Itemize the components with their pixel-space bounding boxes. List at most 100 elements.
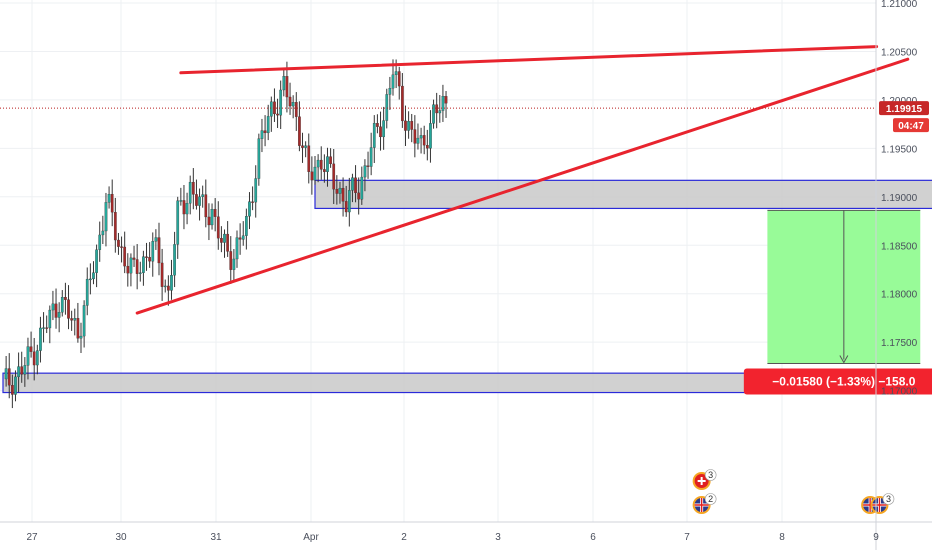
candle-body (23, 365, 27, 375)
candle-body (363, 165, 367, 178)
candle-body (182, 200, 186, 215)
candle-body (157, 237, 161, 264)
x-tick: 30 (115, 532, 127, 543)
candle-body (416, 137, 420, 144)
y-tick: 1.19000 (881, 193, 918, 204)
event-count: 2 (708, 494, 713, 504)
candle-body (360, 176, 364, 200)
measure-tool[interactable]: −0.01580 (−1.33%) −158.0 (743, 209, 932, 395)
candle-body (82, 305, 86, 337)
candle-body (248, 201, 251, 217)
candle-body (163, 285, 167, 288)
y-tick: 1.17000 (881, 387, 918, 398)
candle-body (326, 156, 329, 172)
measure-label: −0.01580 (−1.33%) −158.0 (772, 374, 915, 388)
candle-body (20, 366, 24, 375)
current-price-tag: 1.19915 04:47 (879, 101, 929, 133)
candle-body (245, 216, 248, 236)
candle-body (26, 346, 30, 366)
event-count-badge (704, 493, 717, 505)
candle-body (354, 177, 357, 194)
candle-body (441, 96, 445, 111)
candle-body (435, 104, 439, 114)
y-tick: 1.21000 (881, 0, 918, 10)
event-count: 3 (708, 470, 713, 480)
candle-body (323, 169, 326, 172)
candle-body (307, 145, 311, 172)
candle-body (207, 216, 211, 226)
candle-body (301, 145, 304, 148)
events[interactable]: 23322 (692, 469, 932, 515)
candle-body (198, 196, 201, 206)
candle-body (107, 193, 111, 203)
upper-trendline[interactable] (179, 45, 879, 75)
candle-body (51, 303, 55, 311)
candle-body (444, 96, 448, 104)
candle-body (397, 71, 401, 87)
candle-body (438, 110, 442, 114)
uk-flag-event-icon[interactable]: 2 (692, 493, 717, 515)
candle-body (204, 194, 208, 218)
candle-body (60, 297, 64, 313)
x-axis[interactable]: 27 30 31 Apr 2 3 6 7 8 9 (26, 532, 879, 543)
upper-zone[interactable] (314, 179, 932, 210)
candle-body (120, 246, 123, 248)
candle-body (291, 102, 295, 107)
x-tick: 6 (590, 532, 596, 543)
candle-body (92, 272, 95, 280)
candle-body (148, 256, 151, 262)
candle-body (376, 123, 379, 127)
candle-body (173, 244, 176, 276)
y-tick: 1.20500 (881, 47, 918, 58)
candle-body (338, 187, 342, 194)
candle-body (238, 237, 242, 240)
candle-body (226, 233, 229, 252)
lower-trendline[interactable] (135, 57, 910, 315)
candle-body (101, 230, 105, 236)
candle-body (210, 209, 214, 226)
candle-body (404, 120, 407, 131)
candle-body (191, 181, 195, 195)
candle-body (138, 272, 142, 274)
candle-body (48, 309, 52, 329)
candle-body (335, 188, 339, 194)
candle-body (167, 285, 170, 291)
candle-body (229, 251, 233, 270)
candle-body (79, 335, 83, 339)
candle-body (73, 318, 77, 321)
candle-body (57, 312, 61, 318)
y-axis[interactable]: 1.21000 1.20500 1.20000 1.19500 1.19000 … (881, 0, 918, 398)
x-tick: 31 (210, 532, 222, 543)
uk-flag-event-icon[interactable]: 3 (870, 493, 895, 515)
measure-arrow-head (839, 355, 849, 364)
candle-body (288, 96, 292, 107)
candle-body (254, 178, 258, 203)
swiss-flag-event-icon[interactable]: 3 (692, 469, 717, 491)
candle-body (298, 116, 301, 146)
candle-body (385, 94, 389, 121)
candle-body (110, 193, 114, 213)
candle-body (260, 130, 264, 139)
x-tick: 3 (495, 532, 501, 543)
candle-body (42, 327, 45, 329)
candle-body (232, 258, 236, 270)
candle-body (344, 201, 348, 213)
candle-body (422, 135, 426, 146)
candle-body (251, 201, 254, 203)
trendlines[interactable] (135, 45, 910, 315)
uk-cross-red (694, 498, 709, 512)
candle-body (429, 123, 432, 149)
candle-body (35, 350, 39, 366)
candle-body (76, 318, 80, 339)
candle-body (117, 239, 120, 247)
candle-body (151, 241, 155, 262)
lower-zone[interactable] (2, 372, 932, 394)
candle-body (304, 145, 307, 148)
candle-body (366, 165, 370, 167)
candle-body (329, 156, 332, 165)
candle-body (11, 385, 14, 395)
y-tick: 1.19500 (881, 144, 918, 155)
candle-body (347, 190, 351, 213)
candle-body (432, 104, 435, 124)
